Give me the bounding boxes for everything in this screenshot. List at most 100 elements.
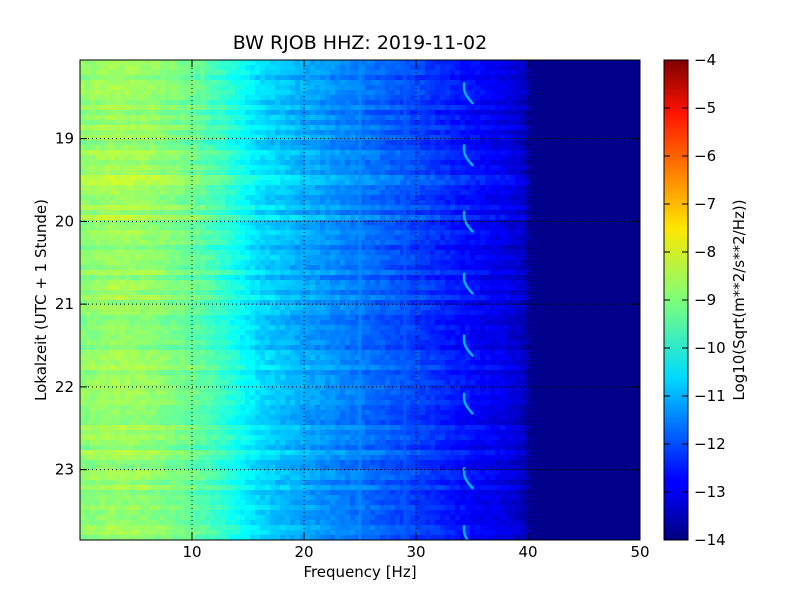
heatmap-cell [265,150,271,156]
heatmap-cell [500,100,506,106]
heatmap-cell [455,65,461,71]
heatmap-cell [350,195,356,201]
heatmap-cell [275,105,281,111]
heatmap-cell [175,130,181,136]
heatmap-cell [245,140,251,146]
heatmap-cell [465,200,471,206]
heatmap-cell [525,165,531,171]
heatmap-cell [480,110,486,116]
heatmap-cell [625,260,631,266]
heatmap-cell [250,205,256,211]
heatmap-cell [585,60,591,66]
heatmap-cell [485,245,491,251]
heatmap-cell [440,160,446,166]
heatmap-cell [290,205,296,211]
heatmap-cell [360,195,366,201]
heatmap-cell [140,95,146,101]
heatmap-cell [615,100,621,106]
heatmap-cell [515,235,521,241]
heatmap-cell [365,250,371,256]
heatmap-cell [465,105,471,111]
heatmap-cell [575,65,581,71]
heatmap-cell [480,265,486,271]
heatmap-cell [605,155,611,161]
heatmap-cell [115,85,121,91]
heatmap-cell [560,80,566,86]
heatmap-cell [300,155,306,161]
heatmap-cell [360,220,366,226]
heatmap-cell [575,135,581,141]
heatmap-cell [400,200,406,206]
heatmap-cell [535,240,541,246]
heatmap-cell [615,70,621,76]
heatmap-cell [120,145,126,151]
heatmap-cell [270,150,276,156]
heatmap-cell [175,180,181,186]
heatmap-cell [235,215,241,221]
heatmap-cell [255,220,261,226]
heatmap-cell [480,170,486,176]
heatmap-cell [245,95,251,101]
heatmap-cell [425,140,431,146]
heatmap-cell [455,105,461,111]
heatmap-cell [335,265,341,271]
heatmap-cell [520,170,526,176]
heatmap-cell [100,180,106,186]
heatmap-cell [385,250,391,256]
heatmap-cell [295,220,301,226]
heatmap-cell [475,220,481,226]
heatmap-cell [555,150,561,156]
heatmap-cell [230,200,236,206]
heatmap-cell [335,220,341,226]
heatmap-cell [310,110,316,116]
heatmap-cell [300,190,306,196]
heatmap-cell [260,270,266,276]
heatmap-cell [360,280,366,286]
heatmap-cell [330,160,336,166]
heatmap-cell [435,185,441,191]
heatmap-cell [520,255,526,261]
heatmap-cell [180,135,186,141]
heatmap-cell [135,265,141,271]
heatmap-cell [235,230,241,236]
heatmap-cell [575,225,581,231]
heatmap-cell [590,130,596,136]
heatmap-cell [210,140,216,146]
heatmap-cell [210,145,216,151]
heatmap-cell [325,275,331,281]
heatmap-cell [610,180,616,186]
heatmap-cell [95,70,101,76]
heatmap-cell [495,175,501,181]
heatmap-cell [425,85,431,91]
heatmap-cell [330,235,336,241]
heatmap-cell [125,265,131,271]
heatmap-cell [620,85,626,91]
heatmap-cell [240,95,246,101]
heatmap-cell [635,130,640,136]
heatmap-cell [265,190,271,196]
heatmap-cell [565,130,571,136]
heatmap-cell [80,210,86,216]
heatmap-cell [385,280,391,286]
heatmap-cell [580,260,586,266]
heatmap-cell [200,250,206,256]
heatmap-cell [365,65,371,71]
heatmap-cell [225,165,231,171]
heatmap-cell [170,70,176,76]
heatmap-cell [230,245,236,251]
heatmap-cell [550,110,556,116]
heatmap-cell [380,270,386,276]
heatmap-cell [260,85,266,91]
heatmap-cell [575,255,581,261]
heatmap-cell [280,60,286,66]
heatmap-cell [390,170,396,176]
heatmap-cell [195,165,201,171]
heatmap-cell [150,140,156,146]
heatmap-cell [80,240,86,246]
heatmap-cell [615,140,621,146]
heatmap-cell [560,135,566,141]
heatmap-cell [485,175,491,181]
heatmap-cell [365,70,371,76]
heatmap-cell [235,115,241,121]
heatmap-cell [500,90,506,96]
